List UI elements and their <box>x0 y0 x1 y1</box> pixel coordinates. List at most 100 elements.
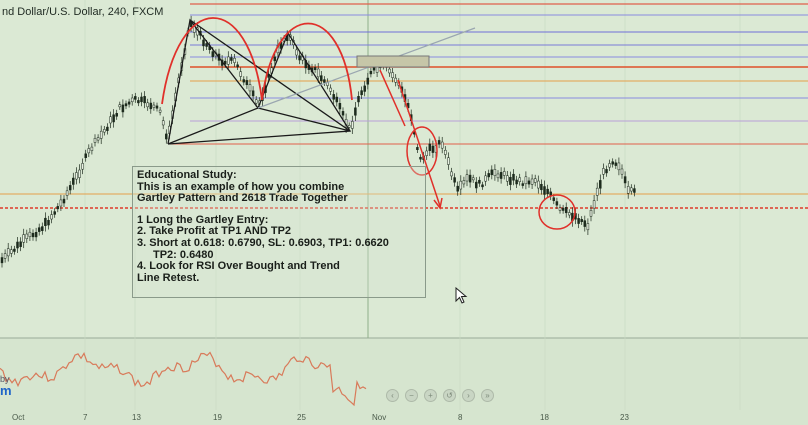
reset-button[interactable]: ↺ <box>443 389 456 402</box>
scroll-right-button[interactable]: › <box>462 389 475 402</box>
candle-body <box>251 90 255 97</box>
jump-latest-button[interactable]: » <box>481 389 494 402</box>
candle-body <box>602 168 605 175</box>
x-tick: Nov <box>372 413 387 422</box>
candle-body <box>512 173 515 181</box>
candle-body <box>506 175 509 182</box>
candle-body <box>589 210 593 217</box>
candle-body <box>109 116 112 124</box>
candle-body <box>611 161 614 165</box>
candle-body <box>533 178 537 183</box>
x-tick: 23 <box>620 413 629 422</box>
note-line-2: Gartley Pattern and 2618 Trade Together <box>137 192 348 205</box>
candle-body <box>608 163 611 168</box>
candle-body <box>223 60 227 65</box>
candle-body <box>130 97 134 103</box>
candle-body <box>444 149 447 155</box>
candle-body <box>499 172 503 179</box>
candle-body <box>419 156 422 160</box>
candle-body <box>205 43 208 47</box>
candle-body <box>437 140 441 145</box>
candle-body <box>391 72 394 78</box>
note-line-1: This is an example of how you combine <box>137 180 345 193</box>
candle-body <box>41 226 44 231</box>
candle-body <box>47 219 50 226</box>
candle-body <box>428 143 432 151</box>
candle-body <box>375 67 379 73</box>
x-tick: 13 <box>132 413 141 422</box>
candle-body <box>456 185 459 192</box>
candle-body <box>34 232 38 238</box>
candle-body <box>37 227 41 232</box>
candle-body <box>518 177 521 182</box>
grid <box>84 0 741 410</box>
candle-body <box>19 241 22 247</box>
candle-body <box>242 79 246 83</box>
candle-body <box>360 90 363 96</box>
candle-body <box>546 188 549 195</box>
candle-body <box>158 109 162 113</box>
candle-body <box>143 96 146 104</box>
brand-mark: m <box>0 383 12 398</box>
candle-body <box>332 94 335 100</box>
candle-body <box>555 201 559 206</box>
candle-body <box>320 75 323 82</box>
candle-body <box>626 186 630 194</box>
candle-body <box>28 231 32 237</box>
zoom-out-button[interactable]: − <box>405 389 418 402</box>
candle-body <box>239 71 242 77</box>
candle-body <box>471 177 475 181</box>
candle-body <box>475 181 478 189</box>
candle-body <box>450 171 453 177</box>
candle-body <box>394 77 397 83</box>
candle-body <box>112 114 115 123</box>
candle-body <box>202 39 205 47</box>
scroll-left-button[interactable]: ‹ <box>386 389 399 402</box>
note-item-3: 3. Short at 0.618: 0.6790, SL: 0.6903, T… <box>137 236 389 249</box>
candle-body <box>351 121 354 129</box>
candle-body <box>564 207 568 214</box>
candle-body <box>87 148 91 154</box>
candle-body <box>316 68 320 78</box>
candle-body <box>0 257 4 264</box>
candle-body <box>68 185 72 191</box>
candle-body <box>236 64 239 68</box>
candle-body <box>496 173 500 179</box>
candle-body <box>357 96 360 103</box>
candle-body <box>254 99 258 104</box>
candle-body <box>462 180 466 185</box>
candle-body <box>521 183 525 186</box>
candle-body <box>369 70 373 75</box>
candle-body <box>354 107 357 116</box>
note-item-4: 4. Look for RSI Over Bought and Trend <box>137 260 340 273</box>
note-item-4b: Line Retest. <box>137 271 200 284</box>
candle-body <box>623 176 627 184</box>
x-tick: 25 <box>297 413 306 422</box>
candle-body <box>65 190 69 196</box>
candle-body <box>72 177 75 185</box>
trade-arrows <box>379 69 576 230</box>
candle-body <box>25 233 29 239</box>
candle-body <box>599 180 602 189</box>
candle-body <box>90 146 94 151</box>
candle-body <box>3 253 7 259</box>
candle-body <box>552 197 556 201</box>
candle-body <box>577 218 580 224</box>
educational-note[interactable]: Educational Study: This is an example of… <box>132 166 426 298</box>
candle-body <box>59 199 63 207</box>
candle-body <box>121 104 125 113</box>
candle-body <box>388 68 391 74</box>
candle-body <box>490 169 494 176</box>
brand-caption: by <box>0 374 10 384</box>
candle-body <box>537 180 540 189</box>
candle-body <box>16 241 19 249</box>
zoom-in-button[interactable]: + <box>424 389 437 402</box>
candle-body <box>617 162 621 171</box>
x-tick: 18 <box>540 413 549 422</box>
candle-body <box>96 137 100 141</box>
candle-body <box>543 186 546 195</box>
candle-body <box>478 179 481 184</box>
candle-body <box>313 67 317 70</box>
